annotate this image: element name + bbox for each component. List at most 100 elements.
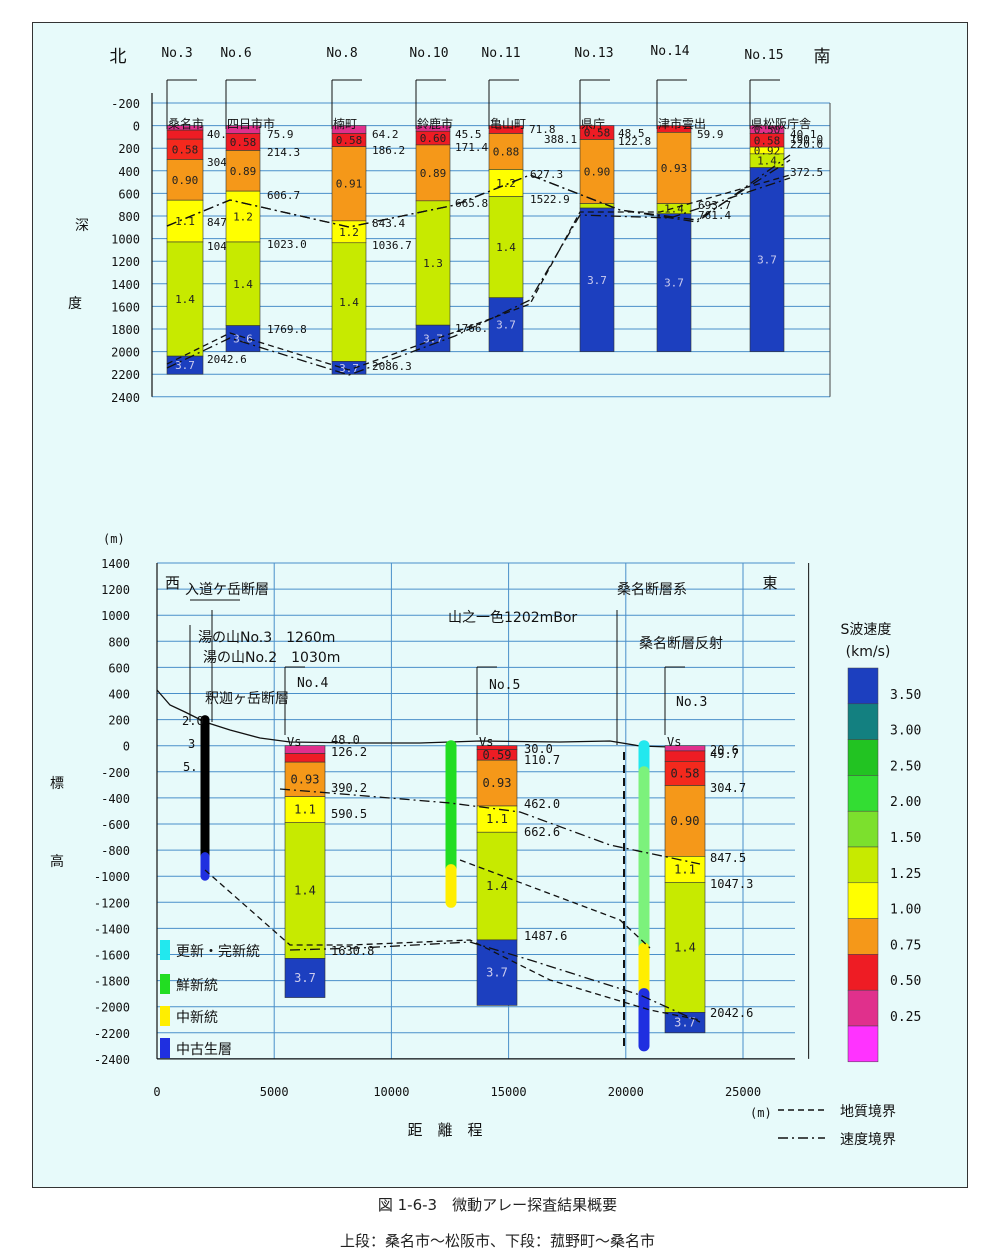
top-layer-vs-label: 1.2 <box>339 226 359 239</box>
top-layer-vs-label: 1.4 <box>757 155 777 168</box>
bottom-layer-bar <box>664 882 706 1013</box>
top-y-tick-label: 2200 <box>111 368 140 382</box>
colorbar-cell <box>847 846 879 884</box>
top-column-place: 鈴鹿市 <box>417 116 453 131</box>
top-y-tick-label: 1000 <box>111 233 140 247</box>
top-layer-bar <box>166 355 204 375</box>
top-y-tick-label: -200 <box>111 97 140 111</box>
bottom-y-tick-label: -200 <box>101 766 130 780</box>
colorbar-tick-label: 3.00 <box>890 724 921 739</box>
top-layer-vs-label: 0.58 <box>336 134 363 147</box>
colorbar-cell <box>847 739 879 776</box>
figure-subcaption: 上段：桑名市～松阪市、下段：菰野町～桑名市 <box>339 1232 655 1250</box>
bottom-layer-vs-label: 3.7 <box>294 971 316 985</box>
top-column-3 <box>331 125 367 375</box>
borehole-label: 5. <box>183 760 197 774</box>
bottom-y-tick-label: -1200 <box>94 896 130 910</box>
top-depth-label: 1036.7 <box>372 239 412 252</box>
top-column-2 <box>225 125 261 352</box>
top-layer-vs-label: 1.4 <box>339 296 359 309</box>
bottom-y-tick-label: -2200 <box>94 1027 130 1041</box>
bottom-layer-vs-label: 1.4 <box>674 940 696 954</box>
top-layer-vs-label: 0.93 <box>661 162 688 175</box>
top-layer-vs-label: 3.7 <box>175 359 195 372</box>
top-layer-bar <box>331 242 367 362</box>
top-depth-label: 122.8 <box>618 135 651 148</box>
top-y-tick-label: 1800 <box>111 323 140 337</box>
top-column-no: No.14 <box>650 44 689 59</box>
bottom-layer-vs-label: 0.90 <box>671 814 700 828</box>
top-column-place: 楠町 <box>333 116 357 131</box>
bottom-y-tick-label: -2400 <box>94 1053 130 1067</box>
west-label: 西 <box>165 574 180 592</box>
bottom-layer-vs-label: 1.1 <box>294 803 316 817</box>
colorbar-tick-label: 2.00 <box>890 795 921 810</box>
top-layer-vs-label: 1.4 <box>496 241 516 254</box>
geology-legend-swatch <box>160 974 170 994</box>
top-depth-label: 190.0 <box>790 133 823 146</box>
borehole-label: 2.0 <box>182 714 204 728</box>
top-layer-vs-label: 3.7 <box>496 319 516 332</box>
bottom-y-tick-label: -1000 <box>94 870 130 884</box>
colorbar-cell <box>847 954 879 991</box>
bottom-layer-vs-label: 1.4 <box>486 879 508 893</box>
top-depth-label: 64.2 <box>372 128 399 141</box>
bottom-x-tick-label: 20000 <box>608 1085 644 1099</box>
colorbar-tick-label: 0.75 <box>890 938 921 953</box>
top-layer-vs-label: 0.89 <box>420 167 447 180</box>
colorbar-cell <box>847 989 879 1027</box>
colorbar-tick-label: 2.50 <box>890 759 921 774</box>
top-depth-label: 186.2 <box>372 144 405 157</box>
top-layer-vs-label: 0.89 <box>230 165 257 178</box>
top-layer-vs-label: 0.58 <box>172 143 199 156</box>
top-layer-vs-label: 0.91 <box>336 178 363 191</box>
top-layer-bar <box>488 196 524 298</box>
bottom-y-tick-label: -400 <box>101 792 130 806</box>
bottom-column-2 <box>476 745 518 1006</box>
top-layer-vs-label: 1.2 <box>233 211 253 224</box>
top-layer-vs-label: 0.58 <box>230 136 257 149</box>
bottom-layer-bar <box>664 761 706 786</box>
top-geologic-boundary <box>166 174 791 371</box>
top-layer-vs-label: 0.88 <box>493 145 520 158</box>
geology-legend-label: 中新統 <box>176 1010 218 1026</box>
top-depth-label: 104 <box>207 240 227 253</box>
geology-legend-label: 更新・完新統 <box>176 944 260 960</box>
top-depth-label: 2042.6 <box>207 353 247 366</box>
top-layer-bar <box>488 133 524 170</box>
top-layer-bar <box>225 190 261 243</box>
bottom-layer-vs-label: 1.1 <box>486 812 508 826</box>
top-layer-bar <box>749 167 785 352</box>
top-depth-label: 59.9 <box>697 128 724 141</box>
bottom-y-tick-label: 1400 <box>101 557 130 571</box>
colorbar-title: S波速度 <box>841 622 892 638</box>
top-y-tick-label: 800 <box>118 210 140 224</box>
top-column-place: 県庁 <box>581 117 605 131</box>
bottom-layer-vs-label: 1.4 <box>294 884 316 898</box>
top-depth-label: 48.5 <box>618 127 645 140</box>
colorbar-unit: (km/s) <box>846 644 891 660</box>
bottom-depth-label: 49.7 <box>710 747 739 761</box>
bottom-ylabel-2: 高 <box>50 853 64 870</box>
top-depth-label: 1023.0 <box>267 238 307 251</box>
top-column-6 <box>579 125 615 352</box>
top-y-tick-label: 1400 <box>111 278 140 292</box>
bottom-annotation: 湯の山No.3 1260m <box>198 629 335 646</box>
colorbar-cell <box>847 810 879 848</box>
colorbar-cell <box>847 667 879 705</box>
bottom-depth-label: 590.5 <box>331 807 367 821</box>
top-depth-label: 693.7 <box>698 199 731 212</box>
south-label: 南 <box>814 47 831 67</box>
bottom-depth-label: 48.0 <box>331 733 360 747</box>
bottom-y-tick-label: -2000 <box>94 1001 130 1015</box>
colorbar-cell <box>847 1025 879 1063</box>
top-depth-label: 627.3 <box>530 168 563 181</box>
bottom-vs-header: Vs <box>667 735 681 749</box>
bottom-annotation: 釈迦ヶ岳断層 <box>205 691 289 707</box>
bottom-depth-label: 304.7 <box>710 781 746 795</box>
bottom-depth-label: 2042.6 <box>710 1006 753 1020</box>
top-depth-label: 71.8 <box>529 123 556 136</box>
top-layer-bar <box>225 150 261 192</box>
borehole-label: 3 <box>188 737 195 751</box>
